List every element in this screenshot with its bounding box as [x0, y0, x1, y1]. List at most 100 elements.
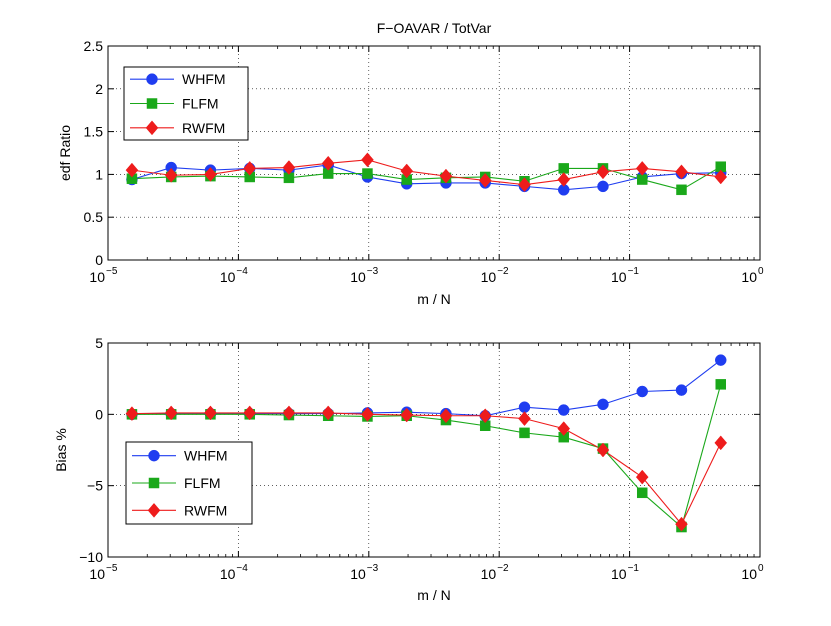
- legend-label-rwfm: RWFM: [184, 502, 227, 518]
- y-tick-label: 5: [95, 335, 103, 351]
- x-tick-labels: 10 −5 10 −4 10 −3 10 −2 10 −1 10 0: [89, 266, 764, 285]
- y-tick-label: 0: [95, 406, 103, 422]
- legend-label-whfm: WHFM: [184, 448, 228, 464]
- x-tick-exponent: 0: [758, 266, 764, 277]
- data-point-rwfm: [557, 172, 571, 187]
- axis-ticks: [107, 45, 761, 261]
- data-point-rwfm: [557, 421, 571, 436]
- x-tick-exponent: −4: [236, 563, 248, 574]
- legend-label-rwfm: RWFM: [182, 120, 225, 136]
- x-tick-exponent: −4: [236, 266, 248, 277]
- series-lines: [131, 159, 722, 191]
- data-point-rwfm: [635, 469, 649, 485]
- legend-marker-flfm: [146, 98, 158, 109]
- x-tick-exponent: −1: [628, 563, 640, 574]
- edf-ratio-panel: F−OAVAR / TotVar 10 −5 10 −4 10 −3 10 −2 10 −1 10 0…: [57, 20, 764, 307]
- series-line-whfm: [131, 164, 721, 191]
- x-tick-labels: 10 −5 10 −4 10 −3 10 −2 10 −1 10 0: [89, 563, 764, 582]
- series-markers: [125, 152, 728, 196]
- data-point-rwfm: [164, 167, 178, 183]
- data-point-rwfm: [439, 168, 453, 184]
- axis-ticks: [107, 342, 761, 558]
- data-point-flfm: [362, 168, 373, 179]
- x-tick-exponent: −1: [628, 266, 640, 277]
- bias-panel: 10 −5 10 −4 10 −3 10 −2 10 −1 10 0 −10−505 m / N Bi…: [53, 335, 764, 603]
- data-point-flfm: [519, 427, 530, 439]
- data-point-whfm: [597, 398, 609, 411]
- data-point-rwfm: [439, 408, 453, 424]
- data-point-rwfm: [714, 435, 728, 451]
- data-point-rwfm: [204, 167, 217, 182]
- x-tick-label: 10: [89, 269, 105, 285]
- data-point-rwfm: [164, 405, 178, 421]
- data-point-whfm: [597, 180, 609, 193]
- data-point-rwfm: [675, 164, 688, 180]
- data-point-whfm: [675, 384, 688, 396]
- y-tick-label: 0.5: [84, 209, 104, 225]
- x-tick-exponent: −5: [106, 266, 118, 277]
- legend-label-flfm: FLFM: [182, 96, 219, 112]
- legend-label-flfm: FLFM: [184, 475, 221, 491]
- data-point-rwfm: [361, 152, 374, 168]
- series-line-rwfm: [131, 159, 721, 186]
- series-markers: [125, 354, 728, 533]
- x-axis-label: m / N: [417, 587, 450, 603]
- y-tick-labels: 0 0.5 1 1.5 2 2.5: [84, 38, 104, 268]
- legend-marker-flfm: [148, 477, 160, 489]
- legend-marker-whfm: [148, 449, 160, 462]
- data-point-whfm: [518, 401, 531, 413]
- x-tick-label: 10: [220, 269, 236, 285]
- data-point-rwfm: [675, 516, 688, 532]
- x-tick-exponent: −2: [497, 266, 509, 277]
- legend-label-whfm: WHFM: [182, 71, 226, 87]
- x-tick-exponent: −3: [367, 563, 379, 574]
- plot-frame: [107, 342, 761, 558]
- data-point-flfm: [676, 184, 687, 196]
- x-tick-label: 10: [611, 269, 627, 285]
- y-tick-label: 0: [95, 252, 103, 268]
- plot-frame: [107, 45, 761, 261]
- x-tick-exponent: −3: [367, 266, 379, 277]
- series-line-whfm: [131, 359, 722, 417]
- data-point-rwfm: [518, 177, 531, 193]
- data-point-rwfm: [321, 155, 335, 171]
- y-axis-label: edf Ratio: [57, 125, 73, 181]
- x-tick-label: 10: [741, 269, 757, 285]
- x-tick-label: 10: [481, 566, 497, 582]
- data-point-rwfm: [243, 405, 257, 421]
- x-tick-label: 10: [220, 566, 236, 582]
- data-point-whfm: [557, 404, 570, 416]
- data-point-rwfm: [400, 163, 414, 179]
- y-tick-label: 1.5: [84, 124, 104, 140]
- y-tick-label: 2: [95, 81, 103, 97]
- data-point-whfm: [714, 354, 727, 366]
- x-tick-label: 10: [89, 566, 105, 582]
- y-tick-label: −5: [87, 478, 103, 494]
- data-point-flfm: [636, 487, 648, 499]
- series-line-flfm: [131, 384, 722, 529]
- y-tick-label: −10: [79, 549, 103, 565]
- x-axis-label: m / N: [417, 291, 450, 307]
- x-tick-exponent: 0: [758, 563, 764, 574]
- y-axis-label: Bias %: [53, 428, 69, 472]
- legend: WHFM FLFM RWFM: [125, 441, 253, 525]
- y-tick-labels: −10 −5 0 5: [79, 335, 103, 565]
- data-point-rwfm: [125, 406, 139, 422]
- legend-marker-rwfm: [145, 120, 159, 136]
- data-point-rwfm: [321, 405, 335, 421]
- legend-marker-rwfm: [147, 502, 161, 518]
- series-lines: [131, 359, 722, 529]
- legend: WHFM FLFM RWFM: [123, 66, 249, 141]
- data-point-rwfm: [635, 161, 649, 176]
- data-point-flfm: [636, 174, 648, 185]
- data-point-rwfm: [596, 164, 610, 180]
- x-tick-label: 10: [741, 566, 757, 582]
- series-line-rwfm: [131, 412, 722, 526]
- x-tick-label: 10: [350, 566, 366, 582]
- data-point-rwfm: [243, 161, 257, 176]
- data-point-rwfm: [714, 169, 728, 185]
- x-tick-exponent: −2: [497, 563, 509, 574]
- x-tick-label: 10: [350, 269, 366, 285]
- x-tick-label: 10: [481, 269, 497, 285]
